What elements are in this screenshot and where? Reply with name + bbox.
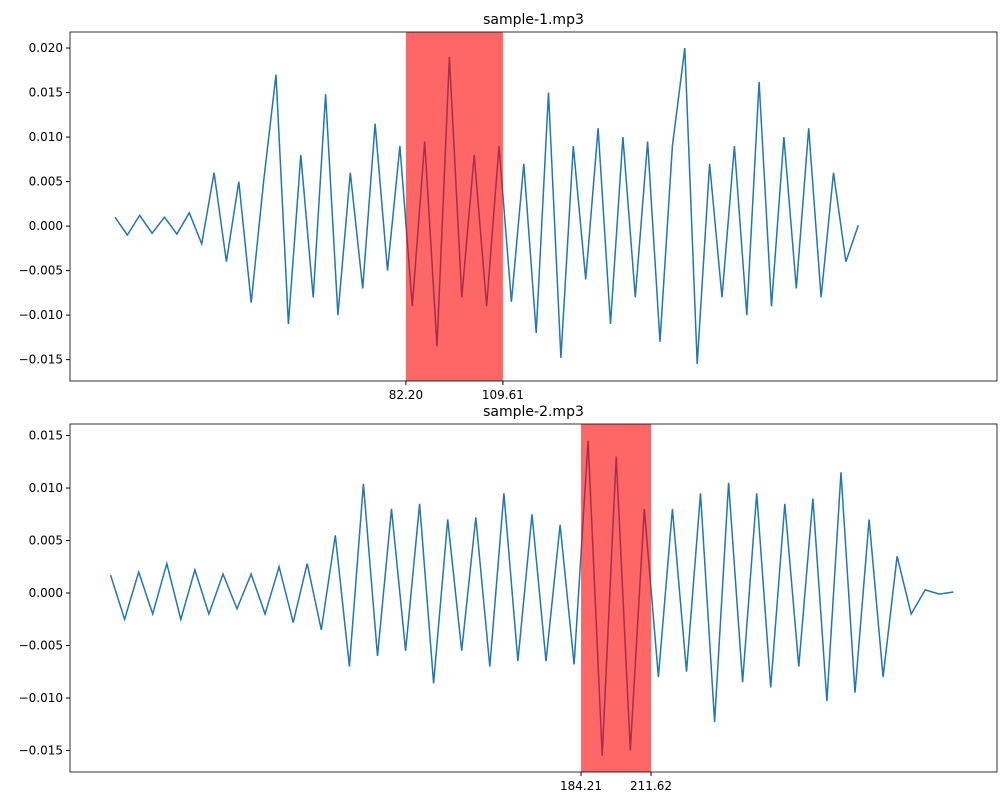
chart-title: sample-1.mp3 [483,12,584,28]
axes-frame [69,31,998,382]
x-tick-label: 211.62 [630,779,672,793]
y-tick-label: −0.015 [19,353,63,367]
y-tick-label: −0.010 [19,308,63,322]
x-tick-label: 82.20 [389,388,423,402]
axes-frame [69,423,998,773]
y-tick-label: −0.010 [19,691,63,705]
y-tick-label: 0.015 [29,86,63,100]
chart-title: sample-2.mp3 [483,404,584,420]
highlight-span [405,32,503,381]
y-tick-label: 0.000 [29,586,63,600]
waveform [109,440,954,756]
y-tick-label: 0.020 [29,41,63,55]
y-tick-label: 0.005 [29,175,63,189]
y-tick-label: −0.015 [19,743,63,757]
y-tick-label: 0.005 [29,534,63,548]
y-tick-label: 0.000 [29,219,63,233]
y-tick-label: 0.010 [29,130,63,144]
y-tick-label: 0.015 [29,429,63,443]
x-tick-label: 184.21 [560,779,602,793]
highlight-span [581,424,652,772]
x-tick-label: 109.61 [482,388,524,402]
y-tick-label: 0.010 [29,481,63,495]
y-tick-label: −0.005 [19,264,63,278]
y-tick-label: −0.005 [19,639,63,653]
